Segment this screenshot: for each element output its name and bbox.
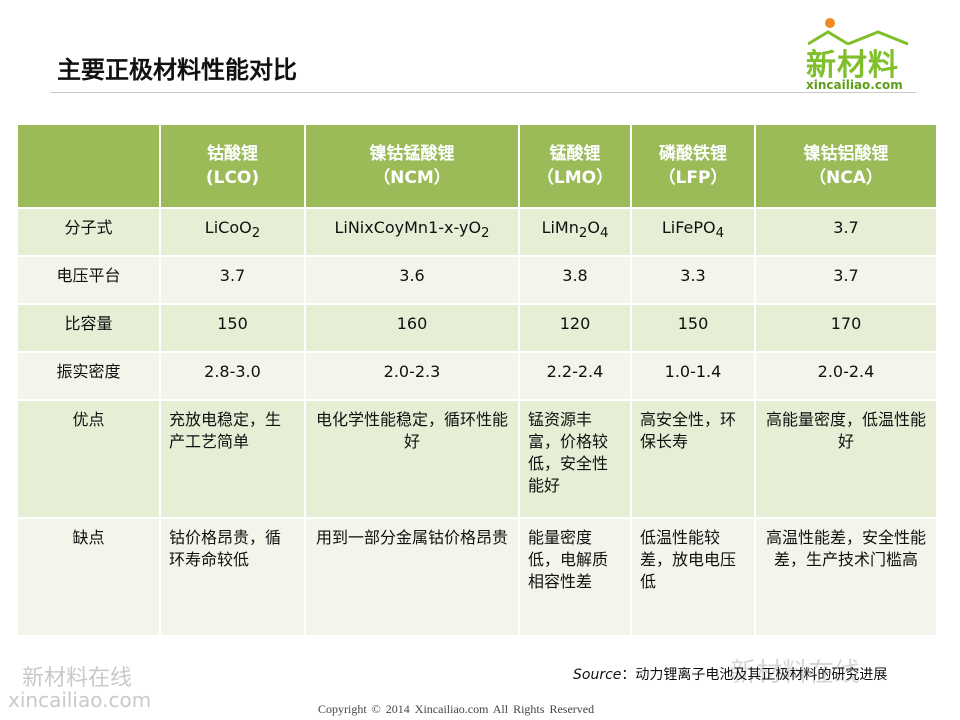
cell-capacity-lco: 150 xyxy=(159,303,304,351)
cell-density-ncm: 2.0-2.3 xyxy=(304,351,518,399)
row-label-voltage: 电压平台 xyxy=(18,255,159,303)
header-ncm: 镍钴锰酸锂 （NCM） xyxy=(304,125,518,207)
cell-formula-ncm: LiNixCoyMn1-x-yO2 xyxy=(304,207,518,255)
cell-voltage-lmo: 3.8 xyxy=(518,255,630,303)
table-row-pros: 优点 充放电稳定，生产工艺简单 电化学性能稳定，循环性能好 锰资源丰富，价格较低… xyxy=(18,399,936,517)
watermark-domain: xincailiao.com xyxy=(8,688,152,712)
page-title: 主要正极材料性能对比 xyxy=(57,56,297,84)
source-prefix: Source xyxy=(573,667,622,683)
logo-dot-icon xyxy=(825,18,835,28)
cell-density-lmo: 2.2-2.4 xyxy=(518,351,630,399)
cell-formula-nca: 3.7 xyxy=(754,207,936,255)
brand-logo: 新材料 xincailiao.com xyxy=(804,18,922,92)
source-note: Source：动力锂离子电池及其正极材料的研究进展 xyxy=(573,664,887,684)
title-divider xyxy=(50,92,916,93)
header-lco-name: 钴酸锂 xyxy=(207,144,258,164)
cell-cons-nca: 高温性能差，安全性能差，生产技术门槛高 xyxy=(754,517,936,635)
table-row-capacity: 比容量 150 160 120 150 170 xyxy=(18,303,936,351)
header-lco-abbr: (LCO) xyxy=(205,168,260,188)
cell-cons-lfp: 低温性能较差，放电电压低 xyxy=(630,517,754,635)
header-nca: 镍钴铝酸锂 （NCA） xyxy=(754,125,936,207)
cell-density-lco: 2.8-3.0 xyxy=(159,351,304,399)
source-text: ：动力锂离子电池及其正极材料的研究进展 xyxy=(621,667,888,683)
table-row-voltage: 电压平台 3.7 3.6 3.8 3.3 3.7 xyxy=(18,255,936,303)
row-label-tap-density: 振实密度 xyxy=(18,351,159,399)
cell-formula-lmo: LiMn2O4 xyxy=(518,207,630,255)
cell-pros-ncm: 电化学性能稳定，循环性能好 xyxy=(304,399,518,517)
cell-voltage-lfp: 3.3 xyxy=(630,255,754,303)
watermark-wechat: 新材料在线 xyxy=(730,658,861,688)
header-nca-abbr: （NCA） xyxy=(809,168,883,188)
header-lfp-abbr: （LFP） xyxy=(658,168,728,188)
cell-pros-lco: 充放电稳定，生产工艺简单 xyxy=(159,399,304,517)
header-nca-name: 镍钴铝酸锂 xyxy=(803,144,889,164)
copyright-footer: Copyright © 2014 Xincailiao.com All Righ… xyxy=(318,702,595,716)
cell-pros-lmo: 锰资源丰富，价格较低，安全性能好 xyxy=(518,399,630,517)
table-row-cons: 缺点 钴价格昂贵，循环寿命较低 用到一部分金属钴价格昂贵 能量密度低，电解质相容… xyxy=(18,517,936,635)
cell-voltage-lco: 3.7 xyxy=(159,255,304,303)
cell-formula-lco: LiCoO2 xyxy=(159,207,304,255)
logo-domain: xincailiao.com xyxy=(806,78,903,92)
cell-density-nca: 2.0-2.4 xyxy=(754,351,936,399)
cell-cons-ncm: 用到一部分金属钴价格昂贵 xyxy=(304,517,518,635)
cell-capacity-nca: 170 xyxy=(754,303,936,351)
header-corner xyxy=(18,125,159,207)
row-label-pros: 优点 xyxy=(18,399,159,517)
cell-pros-nca: 高能量密度，低温性能好 xyxy=(754,399,936,517)
row-label-formula: 分子式 xyxy=(18,207,159,255)
cell-capacity-lmo: 120 xyxy=(518,303,630,351)
cell-capacity-ncm: 160 xyxy=(304,303,518,351)
cell-voltage-nca: 3.7 xyxy=(754,255,936,303)
header-lfp: 磷酸铁锂 （LFP） xyxy=(630,125,754,207)
cell-density-lfp: 1.0-1.4 xyxy=(630,351,754,399)
cell-cons-lmo: 能量密度低，电解质相容性差 xyxy=(518,517,630,635)
header-lmo-abbr: （LMO） xyxy=(536,168,614,188)
logo-wordmark: 新材料 xyxy=(806,48,899,83)
header-lmo: 锰酸锂 （LMO） xyxy=(518,125,630,207)
cell-voltage-ncm: 3.6 xyxy=(304,255,518,303)
cell-capacity-lfp: 150 xyxy=(630,303,754,351)
header-lco: 钴酸锂 (LCO) xyxy=(159,125,304,207)
house-roof-icon xyxy=(808,30,909,46)
cell-cons-lco: 钴价格昂贵，循环寿命较低 xyxy=(159,517,304,635)
header-ncm-abbr: （NCM） xyxy=(373,168,451,188)
header-lmo-name: 锰酸锂 xyxy=(549,144,601,164)
header-ncm-name: 镍钴锰酸锂 xyxy=(369,144,455,164)
header-lfp-name: 磷酸铁锂 xyxy=(659,144,727,164)
row-label-cons: 缺点 xyxy=(18,517,159,635)
row-label-capacity: 比容量 xyxy=(18,303,159,351)
table-row-formula: 分子式 LiCoO2 LiNixCoyMn1-x-yO2 LiMn2O4 LiF… xyxy=(18,207,936,255)
cell-formula-lfp: LiFePO4 xyxy=(630,207,754,255)
watermark-cn: 新材料在线 xyxy=(22,666,133,691)
cathode-comparison-table: 钴酸锂 (LCO) 镍钴锰酸锂 （NCM） 锰酸锂 （LMO） 磷酸铁锂 （LF… xyxy=(18,125,936,635)
cell-pros-lfp: 高安全性，环保长寿 xyxy=(630,399,754,517)
table-header-row: 钴酸锂 (LCO) 镍钴锰酸锂 （NCM） 锰酸锂 （LMO） 磷酸铁锂 （LF… xyxy=(18,125,936,207)
table-row-tap-density: 振实密度 2.8-3.0 2.0-2.3 2.2-2.4 1.0-1.4 2.0… xyxy=(18,351,936,399)
